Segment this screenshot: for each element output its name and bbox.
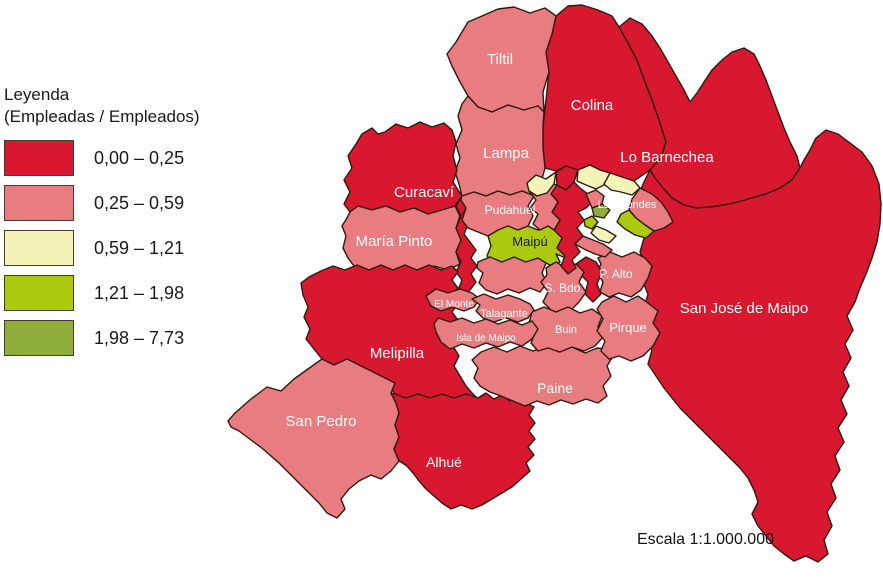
label-san-pedro: San Pedro: [286, 413, 357, 430]
legend-row: 1,98 – 7,73: [4, 320, 200, 356]
legend: Leyenda (Empleadas / Empleados) 0,00 – 0…: [4, 84, 200, 365]
legend-row: 1,21 – 1,98: [4, 275, 200, 311]
legend-title: Leyenda (Empleadas / Empleados): [4, 84, 200, 128]
comuna-la-florida-area-shape: [574, 235, 613, 258]
comuna-maria-pinto-shape: [341, 205, 462, 274]
comuna-talagante-shape: [471, 293, 535, 323]
legend-range-class2: 0,25 – 0,59: [94, 192, 185, 213]
label-maipu: Maipú: [512, 234, 547, 249]
label-puente-alto: P. Alto: [599, 267, 632, 281]
comuna-pirque-shape: [596, 295, 661, 362]
legend-row: 0,00 – 0,25: [4, 140, 200, 176]
label-colina: Colina: [571, 97, 614, 114]
label-isla-de-maipo: Isla de Maipo: [456, 333, 516, 344]
rural-red-strip-shape: [455, 197, 478, 299]
label-alhue: Alhué: [426, 454, 462, 470]
legend-title-line2: (Empleadas / Empleados): [4, 107, 200, 126]
label-pirque: Pirque: [609, 320, 647, 335]
label-buin: Buin: [555, 324, 577, 336]
comuna-lo-barnechea-shape: [618, 17, 801, 209]
label-san-jose-de-maipo: San José de Maipo: [680, 300, 808, 317]
label-curacavi: Curacaví: [394, 184, 455, 201]
comuna-vitacura-shape: [603, 172, 641, 196]
legend-range-class4: 1,21 – 1,98: [94, 282, 185, 303]
legend-swatch-class1: [4, 140, 74, 176]
label-san-bernardo: S. Bdo.: [544, 281, 583, 295]
legend-row: 0,25 – 0,59: [4, 185, 200, 221]
comuna-pudahuel-shape: [460, 185, 541, 237]
legend-range-class5: 1,98 – 7,73: [94, 327, 185, 348]
label-pudahuel: Pudahuel: [485, 203, 536, 217]
legend-swatch-class2: [4, 185, 74, 221]
label-tiltil: Tiltil: [487, 51, 513, 68]
comuna-san-pedro-shape: [227, 358, 400, 519]
comuna-san-jose-de-maipo-shape: [637, 129, 882, 563]
label-las-condes: Las Condes: [598, 199, 657, 211]
label-lo-barnechea: Lo Barnechea: [620, 149, 714, 166]
label-lampa: Lampa: [483, 145, 530, 162]
label-melipilla: Melipilla: [370, 345, 425, 362]
comuna-paine-shape: [471, 345, 614, 407]
comuna-la-reina-shape: [616, 209, 655, 239]
comuna-renca-area-shape: [528, 183, 561, 231]
comuna-isla-de-maipo-shape: [433, 317, 539, 350]
map-scale-text: Escala 1:1.000.000: [637, 531, 774, 548]
comuna-macul-green-shape: [583, 215, 599, 230]
legend-row: 0,59 – 1,21: [4, 230, 200, 266]
comuna-recoleta-area-shape: [585, 189, 605, 209]
label-maria-pinto: María Pinto: [356, 233, 433, 250]
label-talagante: Talagante: [480, 308, 528, 320]
legend-swatch-class3: [4, 230, 74, 266]
comuna-tiltil-shape: [446, 6, 557, 113]
legend-title-line1: Leyenda: [4, 85, 70, 104]
legend-rows: 0,00 – 0,25 0,25 – 0,59 0,59 – 1,21 1,21…: [4, 140, 200, 356]
comuna-alhue-shape: [390, 392, 536, 510]
legend-swatch-class4: [4, 275, 74, 311]
comuna-la-pintana-shape: [575, 256, 603, 303]
label-el-monte: El Monte: [434, 299, 474, 310]
legend-range-class3: 0,59 – 1,21: [94, 237, 185, 258]
legend-swatch-class5: [4, 320, 74, 356]
comuna-buin-shape: [528, 306, 604, 353]
legend-range-class1: 0,00 – 0,25: [94, 147, 185, 168]
label-paine: Paine: [537, 380, 573, 396]
comuna-nunoa-shape: [590, 225, 617, 244]
comuna-penaflor-area-shape: [476, 256, 548, 295]
